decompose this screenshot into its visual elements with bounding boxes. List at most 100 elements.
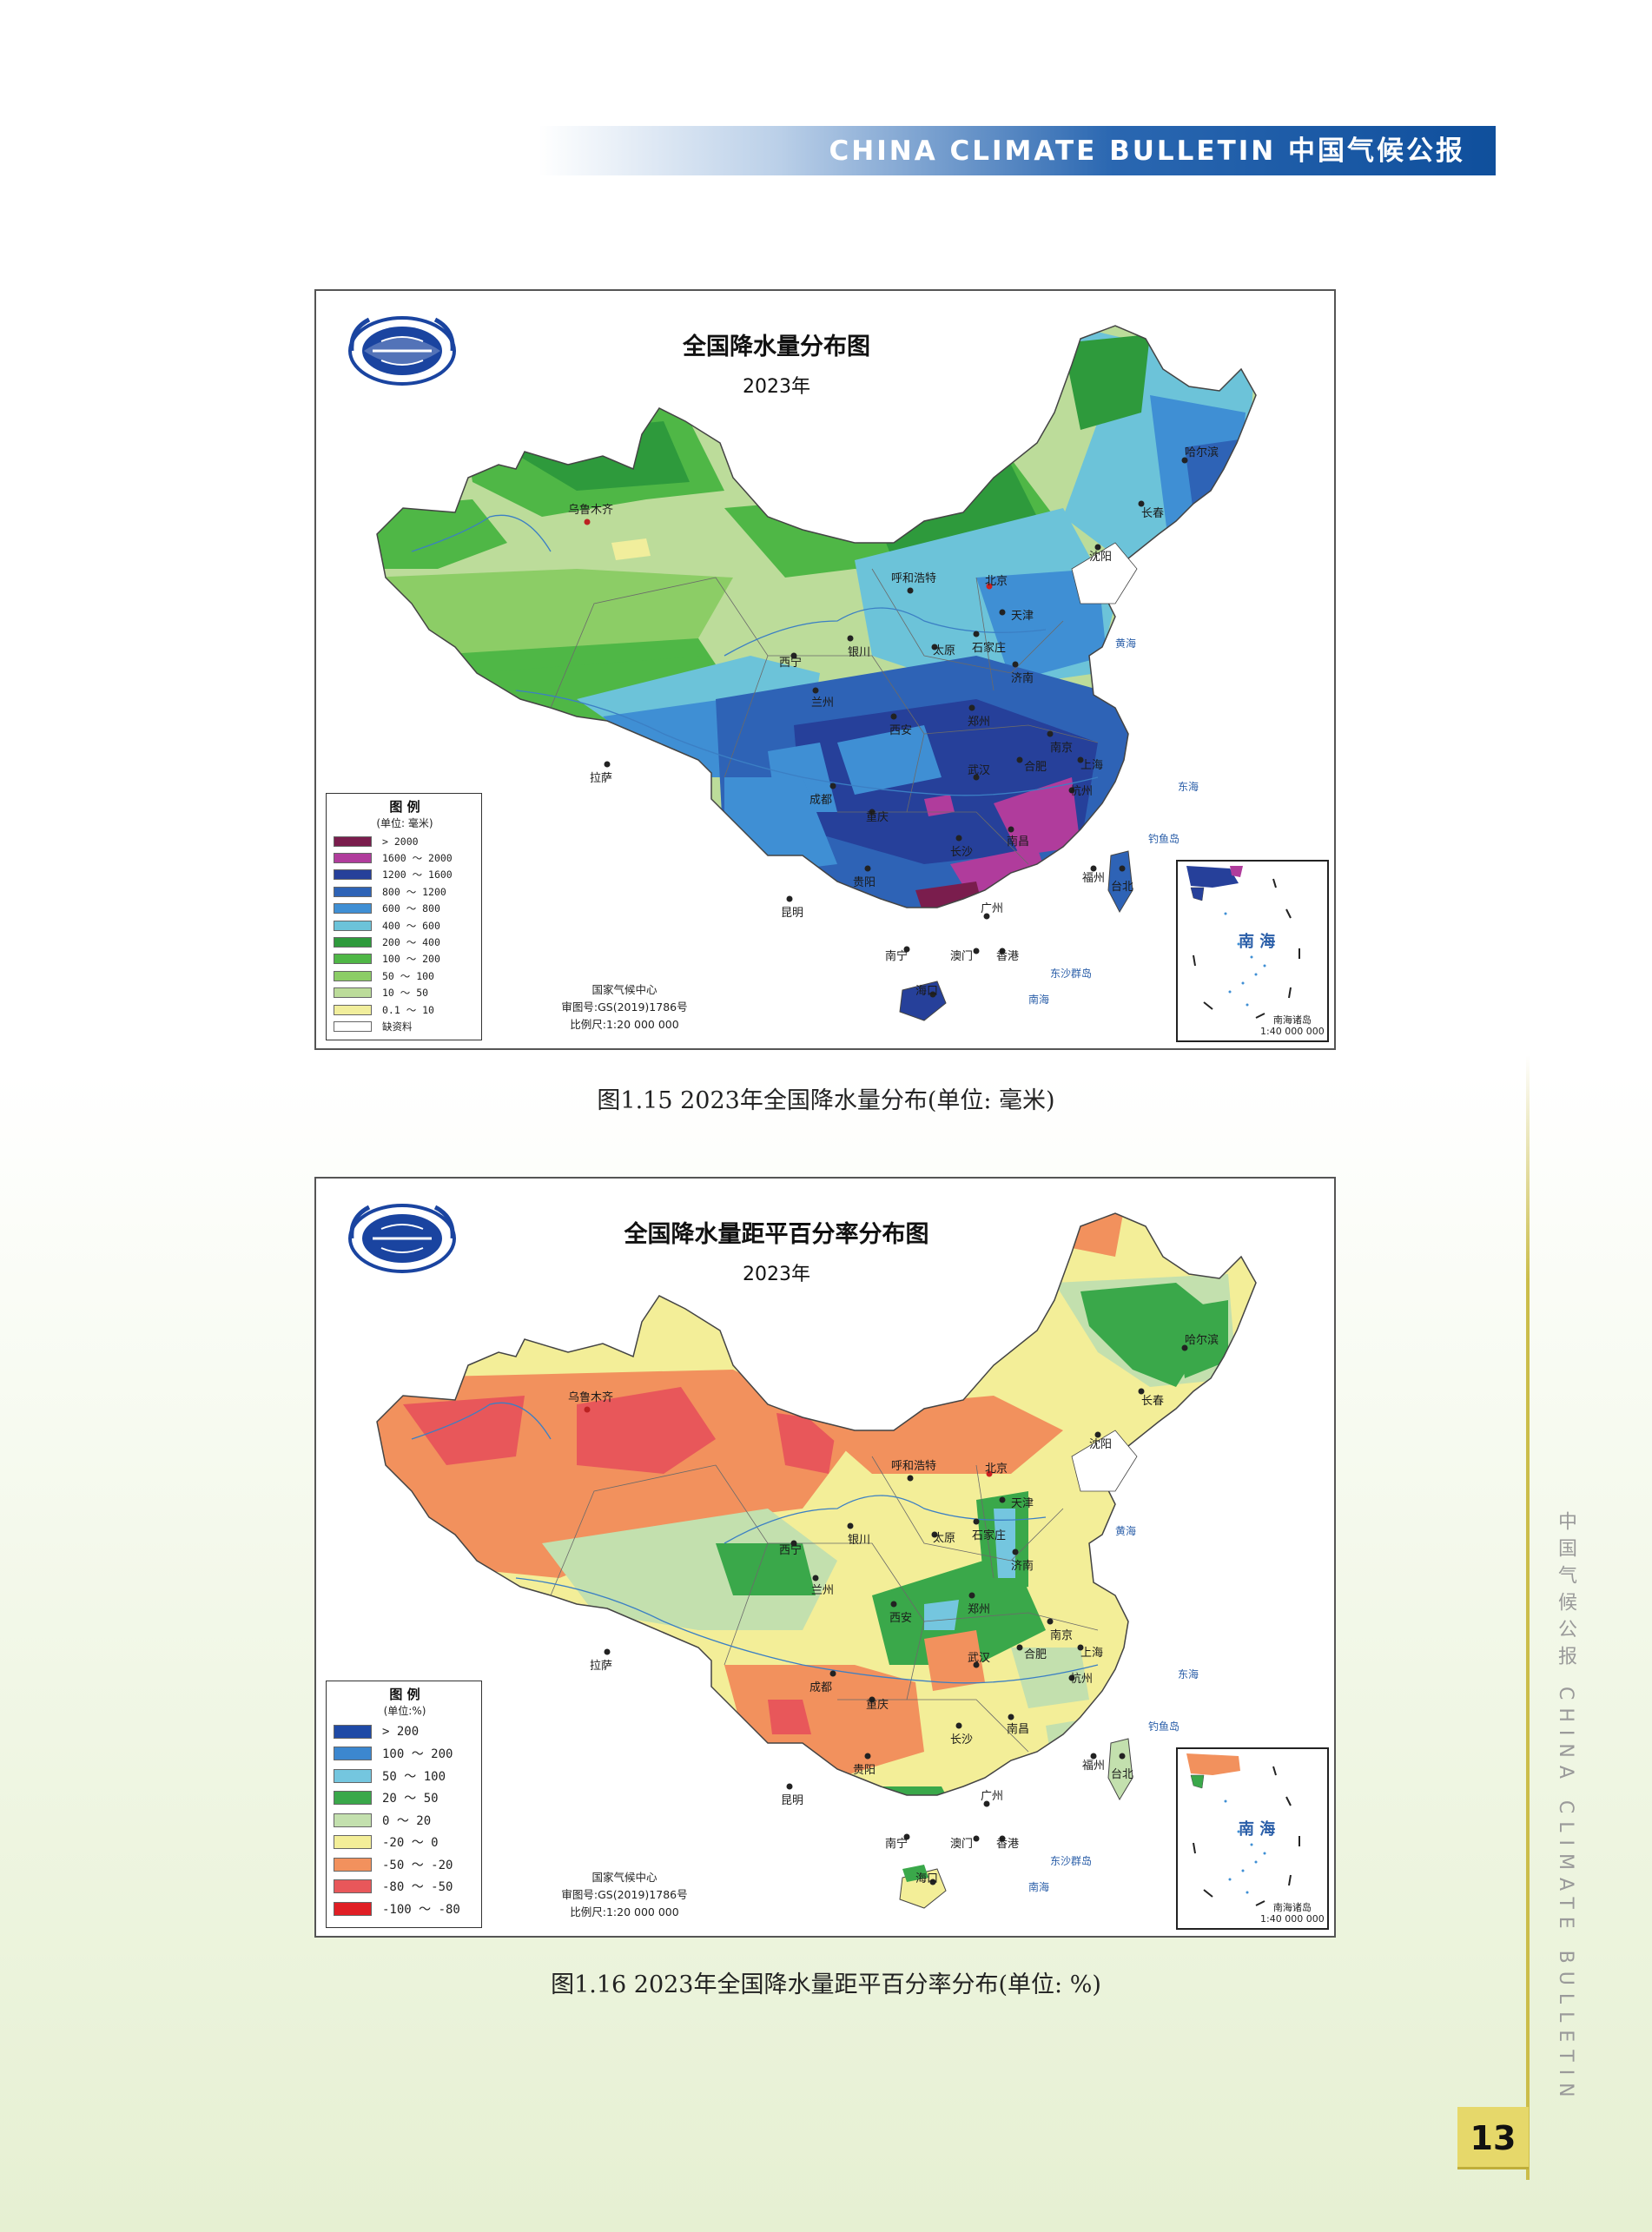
city-label: 沈阳 <box>1089 551 1112 564</box>
legend-row: 50 ～ 100 <box>334 967 476 984</box>
legend-title: 图 例 <box>389 799 420 815</box>
city-label: 太原 <box>933 644 955 657</box>
city-label: 贵阳 <box>853 876 876 889</box>
legend-label: 0.1 ～ 10 <box>382 1003 434 1016</box>
credit-scale: 比例尺:1:20 000 000 <box>570 1905 679 1918</box>
legend-row: > 2000 <box>334 833 476 849</box>
city-label: 上海 <box>1080 1647 1103 1660</box>
city-label: 南宁 <box>885 1837 908 1851</box>
city-label: 南京 <box>1050 741 1073 755</box>
legend-swatch <box>334 853 372 864</box>
legend-label: 10 ～ 50 <box>382 987 429 1000</box>
page-number: 13 <box>1457 2107 1529 2169</box>
city-label: 成都 <box>809 794 832 807</box>
legend-row: -100 ～ -80 <box>334 1898 476 1920</box>
legend-row: -80 ～ -50 <box>334 1876 476 1899</box>
legend-label: 50 ～ 100 <box>382 1769 446 1784</box>
city-label: 海口 <box>915 985 938 998</box>
legend-swatch <box>334 954 372 965</box>
sea-label: 钓鱼岛 <box>1148 832 1180 845</box>
legend-label: 1200 ～ 1600 <box>382 868 453 882</box>
city-label: 澳门 <box>950 949 973 963</box>
legend-row: 600 ～ 800 <box>334 901 476 917</box>
city-label: 天津 <box>1011 610 1034 623</box>
city-label: 上海 <box>1080 759 1103 772</box>
inset-sea-label: 南 海 <box>1239 933 1276 951</box>
city-label: 武汉 <box>968 1652 990 1665</box>
city-label: 济南 <box>1011 671 1034 685</box>
legend-label: 800 ～ 1200 <box>382 885 446 898</box>
legend: 图 例 (单位: 毫米) > 2000 1600 ～ 2000 1200 ～ 160… <box>326 793 482 1040</box>
city-label: 长春 <box>1141 1395 1164 1408</box>
city-label: 澳门 <box>950 1837 973 1851</box>
legend-swatch <box>334 937 372 948</box>
city-label: 昆明 <box>781 1794 803 1807</box>
credit-scale: 比例尺:1:20 000 000 <box>570 1018 679 1031</box>
sea-label: 东沙群岛 <box>1050 1854 1092 1867</box>
legend-title: 图 例 <box>389 1687 420 1702</box>
credit-org: 国家气候中心 <box>591 1871 657 1884</box>
city-label: 成都 <box>809 1681 832 1694</box>
legend-row: 0 ～ 20 <box>334 1809 476 1832</box>
legend-unit: (单位:%) <box>383 1705 426 1717</box>
legend-swatch <box>334 1768 372 1783</box>
inset-map <box>1186 1753 1300 1906</box>
sea-label: 黄海 <box>1115 1524 1136 1537</box>
legend-row: 1600 ～ 2000 <box>334 849 476 866</box>
inset-caption: 南海诸岛 1:40 000 000 <box>1260 1014 1325 1037</box>
inset-caption: 南海诸岛 1:40 000 000 <box>1260 1902 1325 1925</box>
city-label: 兰州 <box>811 1584 834 1597</box>
city-label: 乌鲁木齐 <box>568 1390 613 1404</box>
city-label: 南昌 <box>1007 835 1029 849</box>
city-label: 昆明 <box>781 907 803 920</box>
city-label: 南京 <box>1050 1628 1073 1642</box>
map-title: 全国降水量分布图 <box>683 333 870 360</box>
city-label: 哈尔滨 <box>1185 1333 1219 1347</box>
legend-swatch <box>334 1020 372 1032</box>
south-china-sea-inset: 南 海 南海诸岛 1:40 000 000 <box>1176 1747 1329 1930</box>
legend-swatch <box>334 920 372 931</box>
legend-swatch <box>334 869 372 881</box>
legend-row: 50 ～ 100 <box>334 1765 476 1787</box>
legend-label: -100 ～ -80 <box>382 1902 460 1917</box>
city-label: 济南 <box>1011 1559 1034 1573</box>
city-label: 海口 <box>915 1872 938 1885</box>
legend-row: 1200 ～ 1600 <box>334 867 476 883</box>
city-label: 贵阳 <box>853 1764 876 1777</box>
header-title: CHINA CLIMATE BULLETIN 中国气候公报 <box>829 135 1465 167</box>
legend-swatch <box>334 1004 372 1015</box>
city-label: 郑州 <box>968 716 990 729</box>
legend-swatch <box>334 970 372 981</box>
city-label: 西安 <box>889 1612 912 1625</box>
city-label: 拉萨 <box>590 1660 612 1673</box>
city-label: 福州 <box>1082 872 1105 885</box>
map-credit: 国家气候中心 审图号:GS(2019)1786号 比例尺:1:20 000 00… <box>538 981 711 1033</box>
city-label: 郑州 <box>968 1603 990 1616</box>
map-year: 2023年 <box>743 1264 810 1285</box>
city-label: 呼和浩特 <box>891 1460 936 1473</box>
city-label: 兰州 <box>811 697 834 710</box>
city-label: 银川 <box>848 646 870 659</box>
figure-precipitation-map: 全国降水量分布图 2023年 <box>314 289 1336 1050</box>
sea-label: 黄海 <box>1115 637 1136 650</box>
legend-row: -50 ～ -20 <box>334 1853 476 1876</box>
city-label: 天津 <box>1011 1497 1034 1510</box>
city-label: 合肥 <box>1024 1648 1047 1661</box>
legend-label: 1600 ～ 2000 <box>382 852 453 865</box>
legend-row: 10 ～ 50 <box>334 985 476 1001</box>
legend-label: > 200 <box>382 1724 420 1739</box>
legend-swatch <box>334 903 372 915</box>
legend-label: 200 ～ 400 <box>382 936 440 949</box>
city-label: 呼和浩特 <box>891 572 936 585</box>
legend-label: 50 ～ 100 <box>382 969 434 982</box>
city-label: 台北 <box>1111 1768 1133 1781</box>
legend-row: 800 ～ 1200 <box>334 883 476 900</box>
city-label: 乌鲁木齐 <box>568 503 613 517</box>
side-vertical-title: 中国气候公报 CHINA CLIMATE BULLETIN <box>1555 1511 1576 2105</box>
city-label: 长春 <box>1141 507 1164 520</box>
legend-label: 缺资料 <box>382 1020 413 1033</box>
city-label: 武汉 <box>968 764 990 777</box>
legend-label: 20 ～ 50 <box>382 1792 439 1806</box>
city-label: 香港 <box>996 1838 1019 1851</box>
city-label: 重庆 <box>866 1698 889 1712</box>
